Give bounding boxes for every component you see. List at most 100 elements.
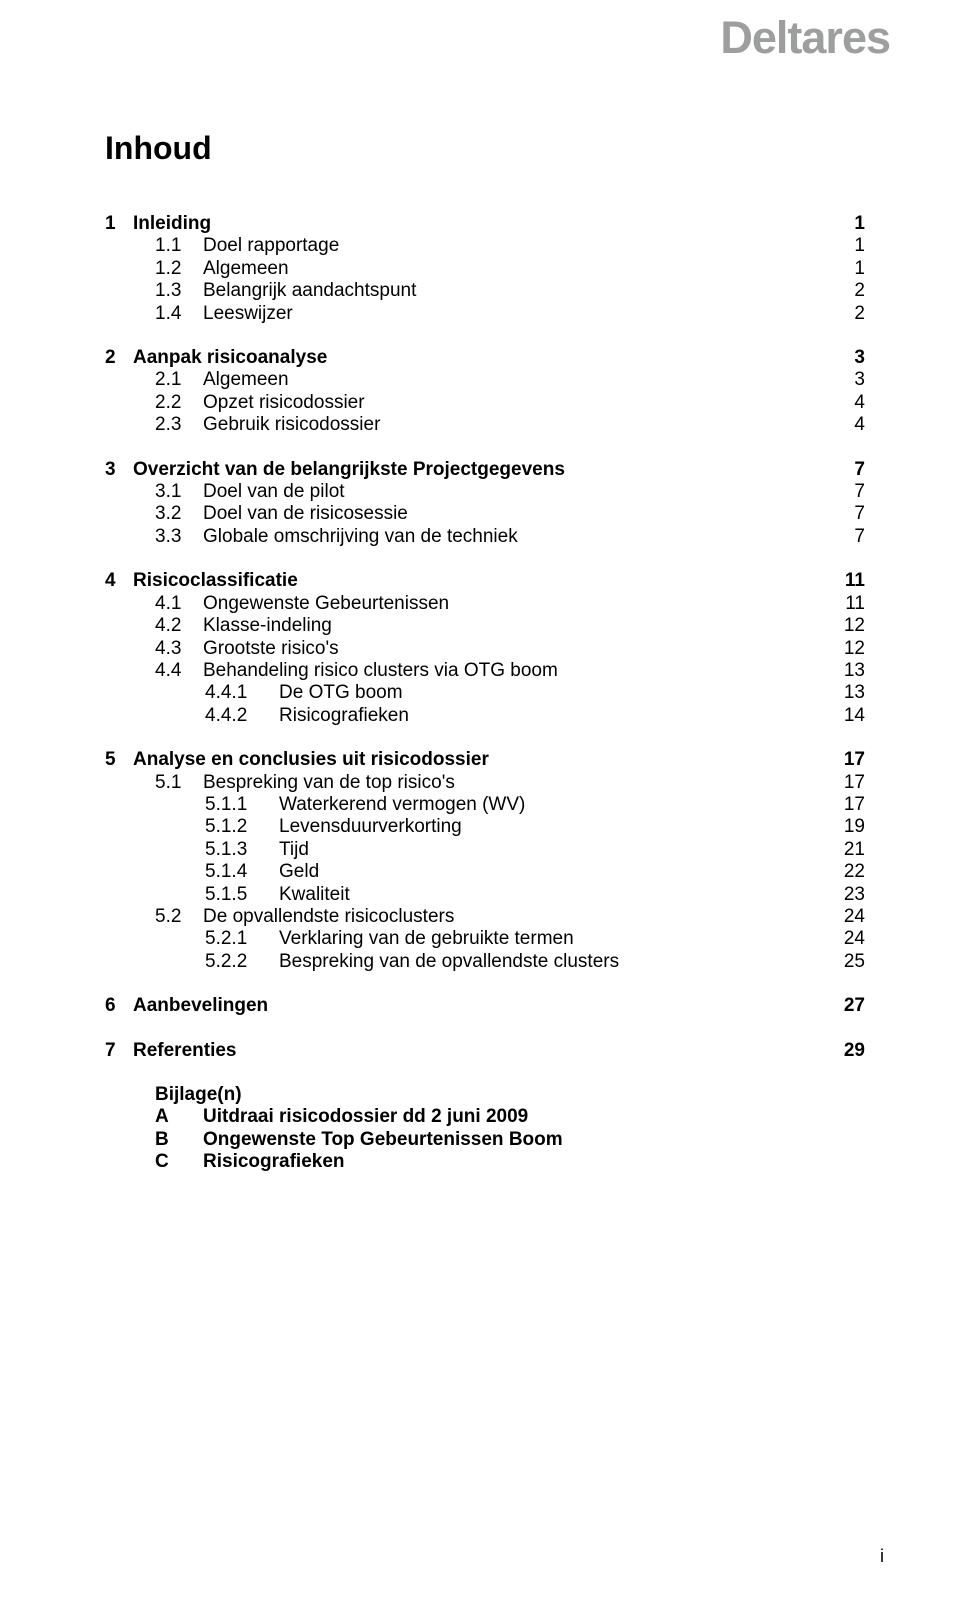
toc-entry: 4.3Grootste risico's12 — [105, 638, 865, 660]
toc-entry-page: 12 — [835, 638, 865, 660]
toc-entry: 4Risicoclassificatie11 — [105, 570, 865, 592]
toc-entry-number: 2.1 — [155, 369, 203, 391]
toc-entry-label: Doel van de risicosessie — [203, 503, 408, 525]
toc-entry-label: Verklaring van de gebruikte termen — [279, 928, 574, 950]
toc-entry-number: 4.1 — [155, 593, 203, 615]
toc-entry-label: Belangrijk aandachtspunt — [203, 280, 416, 302]
toc-entry: 5.2.2Bespreking van de opvallendste clus… — [105, 951, 865, 973]
toc-entry: 1.2Algemeen1 — [105, 258, 865, 280]
toc-entry-number: 4.4.2 — [205, 705, 279, 727]
toc-entry-number: 3 — [105, 459, 133, 481]
toc-entry-page: 25 — [835, 951, 865, 973]
toc-entry-number: 5.1 — [155, 772, 203, 794]
page-title: Inhoud — [105, 130, 865, 167]
toc-entry: 7Referenties 29 — [105, 1040, 865, 1062]
toc-entry: 5.1.1Waterkerend vermogen (WV)17 — [105, 794, 865, 816]
toc-entry-label: Kwaliteit — [279, 884, 350, 906]
toc-entry: 4.4.2Risicografieken14 — [105, 705, 865, 727]
toc-entry-label: Tijd — [279, 839, 309, 861]
toc-entry: 5.1.5Kwaliteit 23 — [105, 884, 865, 906]
toc-entry-page: 13 — [835, 682, 865, 704]
toc-entry-number: 6 — [105, 995, 133, 1017]
toc-entry-number: 5.1.2 — [205, 816, 279, 838]
toc-entry-page: 14 — [835, 705, 865, 727]
toc-entry: 3.2Doel van de risicosessie7 — [105, 503, 865, 525]
toc-entry-label: Ongewenste Gebeurtenissen — [203, 593, 449, 615]
toc-entry: 2.2Opzet risicodossier4 — [105, 392, 865, 414]
toc-entry-page: 27 — [835, 995, 865, 1017]
toc-entry-label: Overzicht van de belangrijkste Projectge… — [133, 459, 565, 481]
toc-entry-number: 1.2 — [155, 258, 203, 280]
toc-entry-label: Inleiding — [133, 213, 211, 235]
toc-entry-page: 7 — [835, 503, 865, 525]
toc-entry-label: Aanpak risicoanalyse — [133, 347, 327, 369]
toc-entry: 4.4Behandeling risico clusters via OTG b… — [105, 660, 865, 682]
toc-entry-page: 4 — [835, 414, 865, 436]
toc-entry-page: 3 — [835, 347, 865, 369]
toc-entry-number: 5.1.3 — [205, 839, 279, 861]
toc-entry-number: 5.2.1 — [205, 928, 279, 950]
appendix-item-label: Uitdraai risicodossier dd 2 juni 2009 — [203, 1106, 528, 1128]
table-of-contents: 1Inleiding11.1Doel rapportage11.2Algemee… — [105, 213, 865, 1062]
toc-entry-page: 13 — [835, 660, 865, 682]
toc-entry-page: 1 — [835, 235, 865, 257]
toc-entry: 3.3Globale omschrijving van de techniek 7 — [105, 526, 865, 548]
toc-entry-label: Doel van de pilot — [203, 481, 345, 503]
toc-entry: 5.2.1Verklaring van de gebruikte termen2… — [105, 928, 865, 950]
toc-entry-number: 7 — [105, 1040, 133, 1062]
appendix-item-letter: C — [155, 1151, 203, 1173]
toc-entry: 2.3Gebruik risicodossier4 — [105, 414, 865, 436]
toc-entry-page: 23 — [835, 884, 865, 906]
toc-entry-number: 5 — [105, 749, 133, 771]
toc-entry-number: 3.3 — [155, 526, 203, 548]
toc-entry-label: Algemeen — [203, 369, 289, 391]
toc-entry-label: Bespreking van de top risico's — [203, 772, 455, 794]
toc-entry-page: 11 — [835, 593, 865, 615]
toc-entry: 5.1.4Geld22 — [105, 861, 865, 883]
toc-entry: 3Overzicht van de belangrijkste Projectg… — [105, 459, 865, 481]
toc-entry-label: Doel rapportage — [203, 235, 339, 257]
toc-entry-page: 29 — [835, 1040, 865, 1062]
toc-entry-page: 3 — [835, 369, 865, 391]
toc-entry-page: 12 — [835, 615, 865, 637]
toc-entry-number: 5.1.4 — [205, 861, 279, 883]
toc-entry-label: Globale omschrijving van de techniek — [203, 526, 518, 548]
toc-entry-page: 17 — [835, 794, 865, 816]
toc-entry-number: 4.4 — [155, 660, 203, 682]
toc-entry-number: 3.1 — [155, 481, 203, 503]
toc-entry-number: 5.1.5 — [205, 884, 279, 906]
toc-entry-label: Referenties — [133, 1040, 237, 1062]
toc-entry-label: Opzet risicodossier — [203, 392, 365, 414]
brand-logo: Deltares — [720, 12, 890, 64]
toc-entry-label: Waterkerend vermogen (WV) — [279, 794, 525, 816]
appendix-block: Bijlage(n) AUitdraai risicodossier dd 2 … — [105, 1084, 865, 1174]
toc-entry-number: 4 — [105, 570, 133, 592]
toc-entry-label: Leeswijzer — [203, 303, 293, 325]
toc-entry-page: 17 — [835, 772, 865, 794]
toc-entry-label: Aanbevelingen — [133, 995, 268, 1017]
toc-entry: 1.1Doel rapportage1 — [105, 235, 865, 257]
appendix-item-label: Ongewenste Top Gebeurtenissen Boom — [203, 1129, 563, 1151]
toc-entry: 2.1Algemeen 3 — [105, 369, 865, 391]
toc-entry-page: 4 — [835, 392, 865, 414]
appendix-item-label: Risicografieken — [203, 1151, 345, 1173]
toc-entry-label: Geld — [279, 861, 319, 883]
toc-entry-page: 7 — [835, 526, 865, 548]
page-number-footer: i — [880, 1546, 884, 1567]
toc-entry: 2Aanpak risicoanalyse 3 — [105, 347, 865, 369]
toc-entry-number: 2 — [105, 347, 133, 369]
toc-entry-page: 11 — [835, 570, 865, 592]
toc-entry-label: Grootste risico's — [203, 638, 339, 660]
toc-entry-page: 7 — [835, 459, 865, 481]
toc-entry: 5.1.2Levensduurverkorting19 — [105, 816, 865, 838]
toc-entry-number: 1.3 — [155, 280, 203, 302]
toc-entry: 3.1Doel van de pilot7 — [105, 481, 865, 503]
toc-entry-number: 4.4.1 — [205, 682, 279, 704]
toc-entry: 4.4.1De OTG boom13 — [105, 682, 865, 704]
toc-entry-number: 1.4 — [155, 303, 203, 325]
toc-entry-number: 5.2 — [155, 906, 203, 928]
toc-entry: 6Aanbevelingen 27 — [105, 995, 865, 1017]
toc-entry-label: De opvallendste risicoclusters — [203, 906, 454, 928]
toc-entry: 1.3Belangrijk aandachtspunt2 — [105, 280, 865, 302]
appendix-list: AUitdraai risicodossier dd 2 juni 2009BO… — [105, 1106, 865, 1173]
